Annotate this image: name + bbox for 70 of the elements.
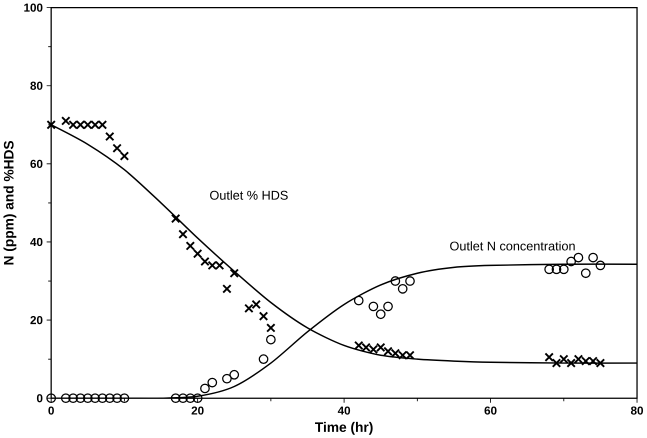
y-tick-label: 100 <box>24 3 42 12</box>
point <box>552 264 562 274</box>
point <box>258 354 268 364</box>
y-tick-label: 80 <box>30 82 42 90</box>
x-tick-label: 80 <box>630 406 644 415</box>
point <box>200 383 210 394</box>
point <box>207 378 218 388</box>
point <box>244 304 254 313</box>
point <box>192 248 202 258</box>
point <box>76 393 86 403</box>
point <box>222 374 232 384</box>
point <box>368 301 378 312</box>
point <box>588 252 598 262</box>
point <box>580 268 591 278</box>
point <box>46 120 56 130</box>
point <box>120 151 130 161</box>
y-axis-title: N (ppm) and %HDS <box>4 140 16 264</box>
point <box>90 393 100 403</box>
point <box>559 354 568 364</box>
point <box>112 393 122 403</box>
x-axis-title: Time (hr) <box>315 422 373 435</box>
point <box>192 393 202 403</box>
point <box>558 264 569 274</box>
y-tick-label: 20 <box>30 316 42 324</box>
point <box>376 309 386 319</box>
point <box>104 393 115 403</box>
x-tick-label: 60 <box>484 406 497 415</box>
point <box>383 301 393 312</box>
point <box>61 116 70 126</box>
point <box>405 276 415 286</box>
point <box>574 252 584 262</box>
point <box>200 256 210 266</box>
point <box>185 393 196 403</box>
x-tick-label: 40 <box>338 406 350 415</box>
y-tick-label: 40 <box>30 238 42 246</box>
point <box>170 393 181 403</box>
point <box>178 393 188 403</box>
point <box>68 393 78 403</box>
point <box>229 370 240 380</box>
point <box>266 323 276 332</box>
point <box>98 393 108 403</box>
point <box>60 393 71 403</box>
point <box>105 132 114 142</box>
x-tick-label: 20 <box>192 406 204 415</box>
point <box>120 393 130 403</box>
y-tick-label: 0 <box>36 394 42 402</box>
point <box>544 352 554 362</box>
point <box>552 358 562 368</box>
point <box>170 214 180 224</box>
point <box>112 143 122 153</box>
point <box>390 276 400 286</box>
point <box>544 264 554 274</box>
point <box>258 311 268 321</box>
point <box>566 256 576 266</box>
point <box>222 284 232 294</box>
point <box>178 229 188 239</box>
annotation: Outlet N concentration <box>450 241 575 250</box>
point <box>46 393 56 403</box>
point <box>252 300 261 310</box>
point <box>82 393 93 403</box>
point <box>566 358 576 368</box>
x-tick-label: 0 <box>48 406 54 415</box>
point <box>230 268 239 278</box>
y-tick-label: 60 <box>30 160 42 168</box>
annotation: Outlet % HDS <box>210 190 288 200</box>
point <box>354 296 364 306</box>
point <box>596 260 606 270</box>
point <box>266 334 276 344</box>
point <box>398 284 408 294</box>
point <box>186 241 195 250</box>
